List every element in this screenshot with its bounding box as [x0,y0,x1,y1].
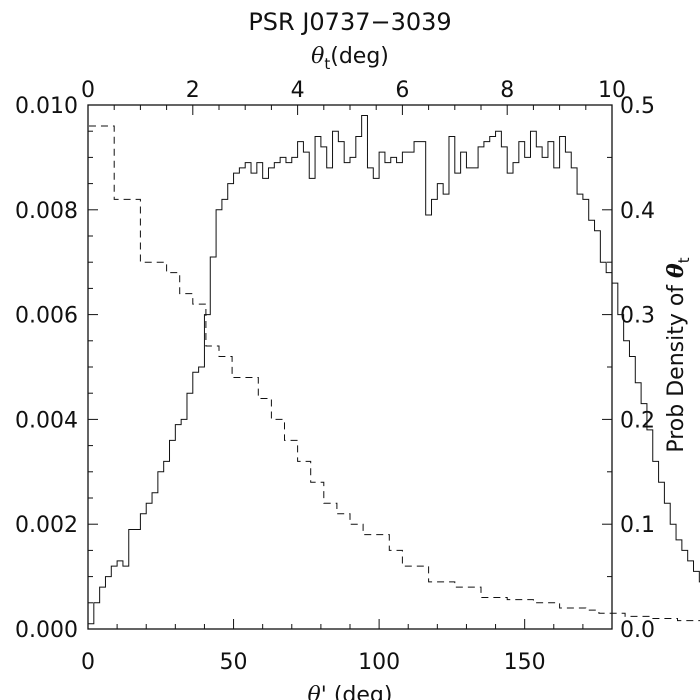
top-tick-label: 8 [500,78,514,103]
top-tick-label: 4 [291,78,305,103]
right-axis-label-sub: t [675,257,693,263]
left-tick-label: 0.006 [15,304,78,329]
bottom-tick-label: 0 [81,650,95,675]
right-tick-label: 0.4 [620,199,655,224]
chart-title: PSR J0737−3039 [248,8,451,36]
bottom-tick-label: 150 [504,650,546,675]
left-tick-label: 0.002 [15,513,78,538]
top-tick-label: 0 [81,78,95,103]
bottom-axis-label-unit: (deg) [327,683,393,700]
left-tick-label: 0.000 [15,618,78,643]
plot-frame [87,104,613,630]
bottom-axis-label-symbol: θ' [308,683,327,700]
right-tick-label: 0.3 [620,304,655,329]
bottom-tick-label: 50 [220,650,248,675]
left-tick-label: 0.004 [15,408,78,433]
top-tick-label: 2 [186,78,200,103]
top-tick-label: 6 [395,78,409,103]
bottom-axis-label: θ' (deg) [308,683,393,700]
left-tick-label: 0.008 [15,199,78,224]
left-tick-label: 0.010 [15,94,78,119]
right-tick-label: 0.0 [620,618,655,643]
right-tick-label: 0.2 [620,408,655,433]
right-tick-label: 0.1 [620,513,655,538]
top-tick-label: 10 [598,78,626,103]
top-axis-label-unit: (deg) [330,44,389,69]
right-axis-label: Prob Density of θt [663,257,693,452]
right-axis-label-text: Prob Density of [664,278,689,453]
right-axis-label-symbol: θ [663,263,689,278]
solid-histogram-series [87,114,700,629]
right-tick-label: 0.5 [620,94,655,119]
top-axis-label: θt(deg) [311,44,389,73]
top-axis-label-sub: t [324,55,330,73]
top-axis-label-symbol: θ [311,44,324,69]
dashed-histogram-series [87,125,700,629]
bottom-tick-label: 100 [358,650,400,675]
